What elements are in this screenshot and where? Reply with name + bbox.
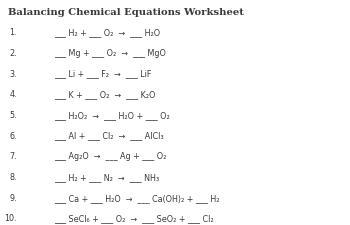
Text: Balancing Chemical Equations Worksheet: Balancing Chemical Equations Worksheet [8, 8, 244, 17]
Text: 6.: 6. [9, 132, 17, 141]
Text: ___ Mg + ___ O₂  →  ___ MgO: ___ Mg + ___ O₂ → ___ MgO [54, 49, 166, 58]
Text: ___ Ag₂O  →  ___ Ag + ___ O₂: ___ Ag₂O → ___ Ag + ___ O₂ [54, 152, 167, 161]
Text: 1.: 1. [9, 28, 17, 37]
Text: 7.: 7. [9, 152, 17, 161]
Text: ___ H₂ + ___ N₂  →  ___ NH₃: ___ H₂ + ___ N₂ → ___ NH₃ [54, 173, 159, 182]
Text: ___ Li + ___ F₂  →  ___ LiF: ___ Li + ___ F₂ → ___ LiF [54, 70, 152, 79]
Text: 3.: 3. [9, 70, 17, 79]
Text: ___ Al + ___ Cl₂  →  ___ AlCl₃: ___ Al + ___ Cl₂ → ___ AlCl₃ [54, 132, 164, 141]
Text: 2.: 2. [9, 49, 17, 58]
Text: ___ SeCl₆ + ___ O₂  →  ___ SeO₂ + ___ Cl₂: ___ SeCl₆ + ___ O₂ → ___ SeO₂ + ___ Cl₂ [54, 214, 214, 223]
Text: 9.: 9. [9, 194, 17, 203]
Text: ___ H₂O₂  →  ___ H₂O + ___ O₂: ___ H₂O₂ → ___ H₂O + ___ O₂ [54, 111, 170, 120]
Text: ___ H₂ + ___ O₂  →  ___ H₂O: ___ H₂ + ___ O₂ → ___ H₂O [54, 28, 160, 37]
Text: ___ Ca + ___ H₂O  →  ___ Ca(OH)₂ + ___ H₂: ___ Ca + ___ H₂O → ___ Ca(OH)₂ + ___ H₂ [54, 194, 220, 203]
Text: 5.: 5. [9, 111, 17, 120]
Text: 4.: 4. [9, 90, 17, 99]
Text: ___ K + ___ O₂  →  ___ K₂O: ___ K + ___ O₂ → ___ K₂O [54, 90, 156, 99]
Text: 8.: 8. [9, 173, 17, 182]
Text: 10.: 10. [4, 214, 17, 223]
